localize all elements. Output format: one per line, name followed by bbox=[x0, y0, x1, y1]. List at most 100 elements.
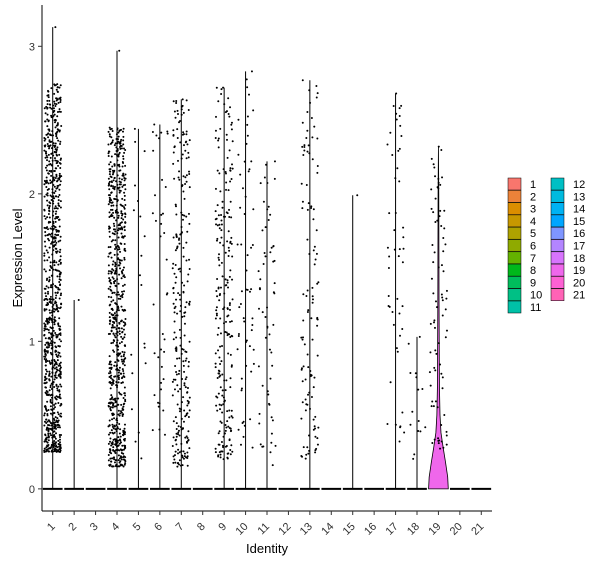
data-point bbox=[43, 412, 46, 415]
data-point bbox=[50, 164, 53, 167]
data-point bbox=[120, 358, 123, 361]
data-point bbox=[185, 376, 188, 379]
data-point bbox=[47, 128, 50, 131]
data-point bbox=[246, 123, 249, 126]
data-point bbox=[115, 293, 118, 296]
data-point bbox=[49, 202, 52, 205]
data-point bbox=[43, 139, 46, 142]
data-point bbox=[173, 307, 176, 310]
data-point bbox=[122, 155, 125, 158]
data-point bbox=[119, 203, 122, 206]
data-point bbox=[116, 314, 119, 317]
data-point bbox=[214, 352, 217, 355]
data-point bbox=[122, 360, 125, 363]
data-point bbox=[187, 360, 190, 363]
data-point bbox=[117, 309, 120, 312]
data-point bbox=[123, 463, 126, 466]
data-point bbox=[429, 322, 432, 325]
data-point bbox=[180, 231, 183, 234]
data-point bbox=[215, 404, 218, 407]
data-point bbox=[306, 150, 309, 153]
data-point bbox=[269, 213, 272, 216]
data-point bbox=[58, 373, 61, 376]
data-point bbox=[112, 403, 115, 406]
data-point bbox=[445, 289, 448, 292]
data-point bbox=[117, 459, 120, 462]
data-point bbox=[219, 386, 222, 389]
data-point bbox=[58, 389, 61, 392]
data-point bbox=[172, 151, 175, 154]
data-point bbox=[175, 346, 178, 349]
data-point bbox=[134, 440, 137, 443]
data-point bbox=[48, 103, 51, 106]
data-point bbox=[108, 180, 111, 183]
data-point bbox=[393, 248, 396, 251]
data-point bbox=[113, 228, 116, 231]
data-point bbox=[219, 374, 222, 377]
data-point bbox=[188, 186, 191, 189]
legend-swatch bbox=[507, 276, 522, 289]
data-point bbox=[175, 276, 178, 279]
data-point bbox=[120, 144, 123, 147]
data-point bbox=[48, 246, 51, 249]
data-point bbox=[111, 276, 114, 279]
data-point bbox=[112, 449, 115, 451]
data-point bbox=[160, 222, 163, 225]
data-point bbox=[177, 372, 180, 375]
data-point bbox=[214, 137, 217, 140]
data-point bbox=[117, 297, 120, 300]
data-point bbox=[52, 268, 55, 271]
data-point bbox=[412, 457, 415, 460]
data-point bbox=[228, 308, 231, 311]
data-point bbox=[117, 216, 120, 219]
data-point bbox=[46, 400, 49, 403]
data-point bbox=[226, 457, 229, 460]
data-point bbox=[117, 345, 120, 348]
data-point bbox=[55, 419, 58, 422]
data-point bbox=[114, 336, 117, 339]
data-point bbox=[182, 360, 185, 363]
data-point bbox=[444, 243, 447, 246]
data-point bbox=[43, 348, 46, 351]
data-point bbox=[108, 252, 111, 255]
data-point bbox=[58, 108, 61, 111]
data-point bbox=[115, 310, 118, 313]
data-point bbox=[442, 250, 445, 253]
data-point bbox=[58, 176, 61, 179]
data-point bbox=[140, 254, 143, 257]
data-point bbox=[54, 118, 57, 121]
legend-label: 6 bbox=[530, 241, 536, 253]
data-point bbox=[307, 309, 310, 312]
violin-shape bbox=[428, 146, 449, 490]
data-point bbox=[50, 180, 53, 183]
data-point bbox=[123, 364, 126, 367]
data-point bbox=[122, 236, 125, 239]
data-point bbox=[407, 342, 410, 345]
data-point bbox=[107, 272, 110, 275]
data-point bbox=[228, 439, 231, 442]
data-point bbox=[180, 226, 183, 229]
data-point bbox=[186, 441, 189, 444]
data-point bbox=[185, 133, 188, 136]
data-point bbox=[43, 355, 46, 358]
data-point bbox=[45, 373, 48, 376]
data-point bbox=[223, 292, 226, 295]
data-point bbox=[118, 342, 121, 345]
data-point bbox=[119, 129, 122, 132]
data-point bbox=[56, 154, 59, 157]
data-point bbox=[174, 205, 177, 208]
data-point bbox=[45, 278, 48, 281]
data-point bbox=[113, 144, 116, 147]
data-point bbox=[187, 109, 190, 112]
data-point bbox=[121, 294, 124, 297]
data-point bbox=[117, 368, 120, 371]
data-point bbox=[55, 427, 58, 430]
data-point bbox=[116, 138, 119, 141]
data-point bbox=[122, 403, 125, 406]
data-point bbox=[306, 129, 309, 132]
data-point bbox=[173, 272, 176, 275]
data-point bbox=[48, 374, 51, 377]
data-point bbox=[121, 284, 124, 287]
legend-swatch bbox=[507, 214, 522, 228]
data-point bbox=[177, 176, 180, 179]
